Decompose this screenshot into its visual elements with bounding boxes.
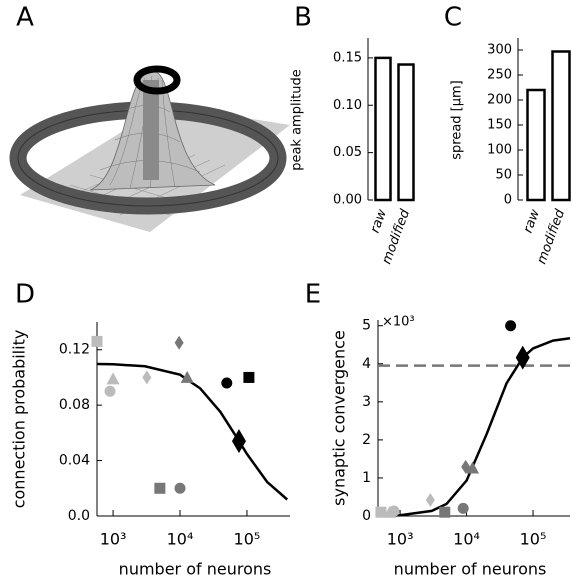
y-tick-label: 0.05	[333, 145, 362, 160]
y-tick-label: 0.12	[59, 342, 90, 358]
point	[231, 429, 246, 454]
y-tick-label: 0.15	[333, 50, 362, 65]
x-tick-label: 10³	[387, 530, 414, 549]
y-tick-label: 200	[487, 93, 512, 108]
bar	[374, 56, 392, 202]
y-tick-label: 0.08	[59, 397, 90, 413]
x-axis-label: number of neurons	[119, 560, 272, 579]
y-tick-label: 0.10	[333, 98, 362, 113]
y-tick-label: 250	[487, 68, 512, 83]
y-tick-label: 4	[362, 356, 371, 372]
point	[457, 502, 469, 514]
y-tick-label: 0.00	[333, 193, 362, 208]
point	[243, 371, 255, 383]
x-tick-label: 10³	[100, 530, 127, 549]
y-tick-label: 50	[495, 168, 512, 183]
cylinder-top	[133, 65, 181, 95]
x-tick-label: 10⁴	[453, 530, 480, 549]
point	[375, 506, 387, 518]
point	[221, 377, 233, 389]
x-tick-label: raw	[368, 207, 390, 235]
x-axis-label: number of neurons	[394, 560, 547, 579]
y-tick-label: 0.0	[68, 508, 90, 524]
fit-curve	[96, 362, 289, 501]
y-tick-label: 5	[362, 318, 371, 334]
y-axis-label: peak amplitude	[290, 69, 305, 171]
point	[174, 335, 184, 350]
y-tick-label: 0	[362, 508, 371, 524]
x-tick-label: 10⁵	[234, 530, 261, 549]
point	[515, 345, 530, 370]
y-tick-label: 300	[487, 43, 512, 58]
bar	[526, 88, 546, 202]
panel-label: C	[444, 3, 462, 33]
panel-label: B	[294, 3, 312, 33]
y-tick-label: 1	[362, 470, 371, 486]
y-multiplier: ×10³	[382, 315, 415, 330]
point	[425, 493, 435, 508]
point	[154, 482, 166, 494]
point	[505, 320, 517, 332]
x-tick-label: raw	[521, 207, 543, 235]
panel-label: A	[16, 3, 34, 33]
y-tick-label: 0	[504, 193, 512, 208]
cylinder	[143, 80, 159, 180]
bar	[397, 63, 415, 202]
point	[466, 461, 480, 474]
point	[180, 370, 194, 383]
bar	[551, 50, 571, 202]
panel-label: D	[15, 280, 35, 310]
y-tick-label: 3	[362, 394, 371, 410]
x-tick-label: 10⁴	[167, 530, 194, 549]
point	[142, 370, 152, 385]
fit-curve	[380, 337, 571, 518]
illustration-a	[9, 65, 290, 232]
point	[174, 482, 186, 494]
y-axis-label: spread [μm]	[450, 80, 465, 160]
y-tick-label: 100	[487, 143, 512, 158]
y-tick-label: 150	[487, 118, 512, 133]
y-tick-label: 0.04	[59, 453, 90, 469]
y-axis-label: synaptic convergence	[330, 330, 349, 506]
point	[388, 505, 400, 517]
x-tick-label: 10⁵	[520, 530, 547, 549]
point	[439, 506, 451, 518]
point	[104, 385, 116, 397]
y-tick-label: 2	[362, 432, 371, 448]
panel-label: E	[305, 280, 321, 310]
y-axis-label: connection probability	[10, 330, 29, 509]
point	[91, 335, 103, 347]
point	[106, 372, 120, 385]
